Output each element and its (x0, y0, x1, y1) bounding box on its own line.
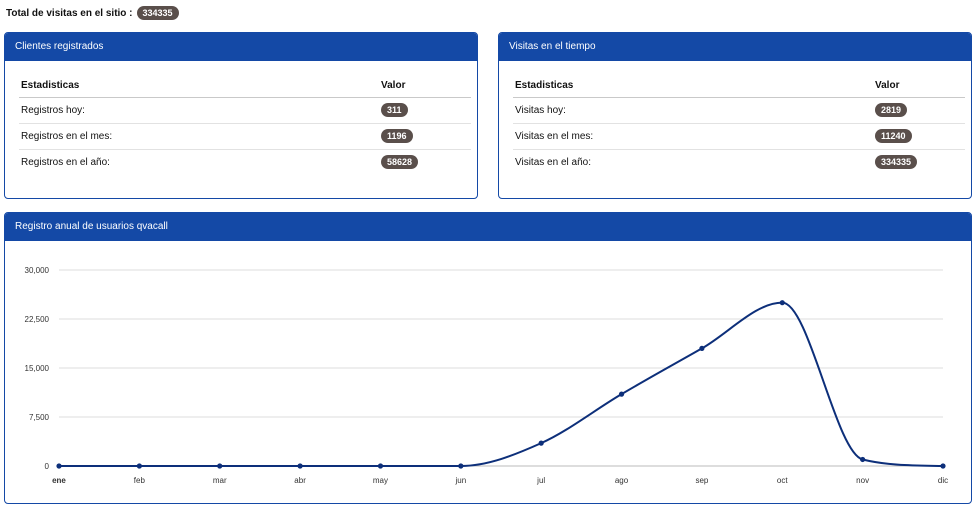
data-point[interactable] (136, 463, 142, 469)
x-tick-label: abr (294, 476, 306, 485)
table-row: Registros en el mes: 1196 (19, 123, 471, 150)
stat-value-badge: 1196 (381, 129, 413, 143)
y-tick-label: 7,500 (29, 413, 50, 422)
y-tick-label: 0 (45, 462, 50, 471)
table-row: Visitas hoy: 2819 (513, 97, 965, 124)
stat-value-badge: 334335 (875, 155, 918, 170)
stat-label: Registros en el año: (21, 156, 110, 168)
stat-value-badge: 11240 (875, 129, 912, 143)
table-row: Registros hoy: 311 (19, 97, 471, 124)
annual-registrations-title: Registro anual de usuarios qvacall (5, 213, 971, 241)
y-tick-label: 30,000 (25, 266, 50, 275)
x-tick-label: nov (856, 476, 869, 485)
annual-registrations-panel: Registro anual de usuarios qvacall 0 7,50… (4, 212, 972, 504)
data-point[interactable] (458, 463, 464, 469)
stat-label: Visitas en el año: (515, 156, 591, 168)
total-visits-line: Total de visitas en el sitio : 334335 (6, 6, 179, 20)
visits-table: Estadisticas Valor Visitas hoy: 2819 Vis… (513, 75, 965, 175)
column-header-value: Valor (875, 75, 965, 98)
total-visits-badge: 334335 (136, 6, 179, 20)
visits-over-time-title: Visitas en el tiempo (499, 33, 971, 61)
x-tick-label: jun (454, 476, 466, 485)
stat-label: Visitas hoy: (513, 97, 875, 124)
x-tick-label: mar (213, 476, 227, 485)
table-row: Visitas en el año: 334335 (513, 149, 965, 175)
total-visits-label: Total de visitas en el sitio : (6, 7, 133, 19)
stat-value-badge: 311 (381, 103, 408, 117)
stat-value-badge: 58628 (381, 155, 419, 170)
table-header-row: Estadisticas Valor (513, 75, 965, 98)
registered-clients-table: Estadisticas Valor Registros hoy: 311 Re… (19, 75, 471, 175)
x-tick-label: jul (536, 476, 545, 485)
table-header-row: Estadisticas Valor (19, 75, 471, 98)
x-tick-label: dic (938, 476, 948, 485)
column-header-value: Valor (381, 75, 471, 98)
data-point[interactable] (940, 463, 946, 469)
data-point[interactable] (779, 300, 785, 306)
x-tick-label: feb (134, 476, 146, 485)
data-point[interactable] (377, 463, 384, 469)
x-tick-label: may (373, 476, 388, 485)
stat-label: Registros hoy: (19, 97, 381, 124)
x-tick-label: sep (695, 476, 708, 485)
series-line (58, 301, 944, 467)
table-row: Visitas en el mes: 11240 (513, 123, 965, 150)
stat-value-badge: 2819 (875, 103, 908, 117)
x-tick-label: ene (52, 476, 66, 485)
data-point[interactable] (297, 463, 303, 469)
x-tick-label: ago (615, 476, 629, 485)
column-header-stats: Estadisticas (19, 75, 381, 98)
annual-registrations-chart: 0 7,500 15,000 22,500 30,000 ene feb mar abr may j… (25, 266, 949, 485)
stat-label: Visitas en el mes: (513, 123, 875, 150)
stat-label: Registros en el mes: (19, 123, 381, 150)
visits-over-time-panel: Visitas en el tiempo Estadisticas Valor … (498, 32, 972, 199)
registered-clients-title: Clientes registrados (5, 33, 477, 61)
data-point[interactable] (56, 463, 62, 469)
data-point[interactable] (217, 463, 223, 469)
data-point[interactable] (618, 391, 625, 397)
y-tick-label: 15,000 (25, 364, 50, 373)
table-row: Registros en el año: 58628 (19, 149, 471, 175)
data-point[interactable] (699, 345, 705, 351)
data-point[interactable] (538, 440, 544, 446)
data-point[interactable] (860, 456, 866, 463)
registered-clients-panel: Clientes registrados Estadisticas Valor … (4, 32, 478, 199)
x-tick-label: oct (777, 476, 788, 485)
column-header-stats: Estadisticas (513, 75, 875, 98)
y-tick-label: 22,500 (25, 315, 50, 324)
